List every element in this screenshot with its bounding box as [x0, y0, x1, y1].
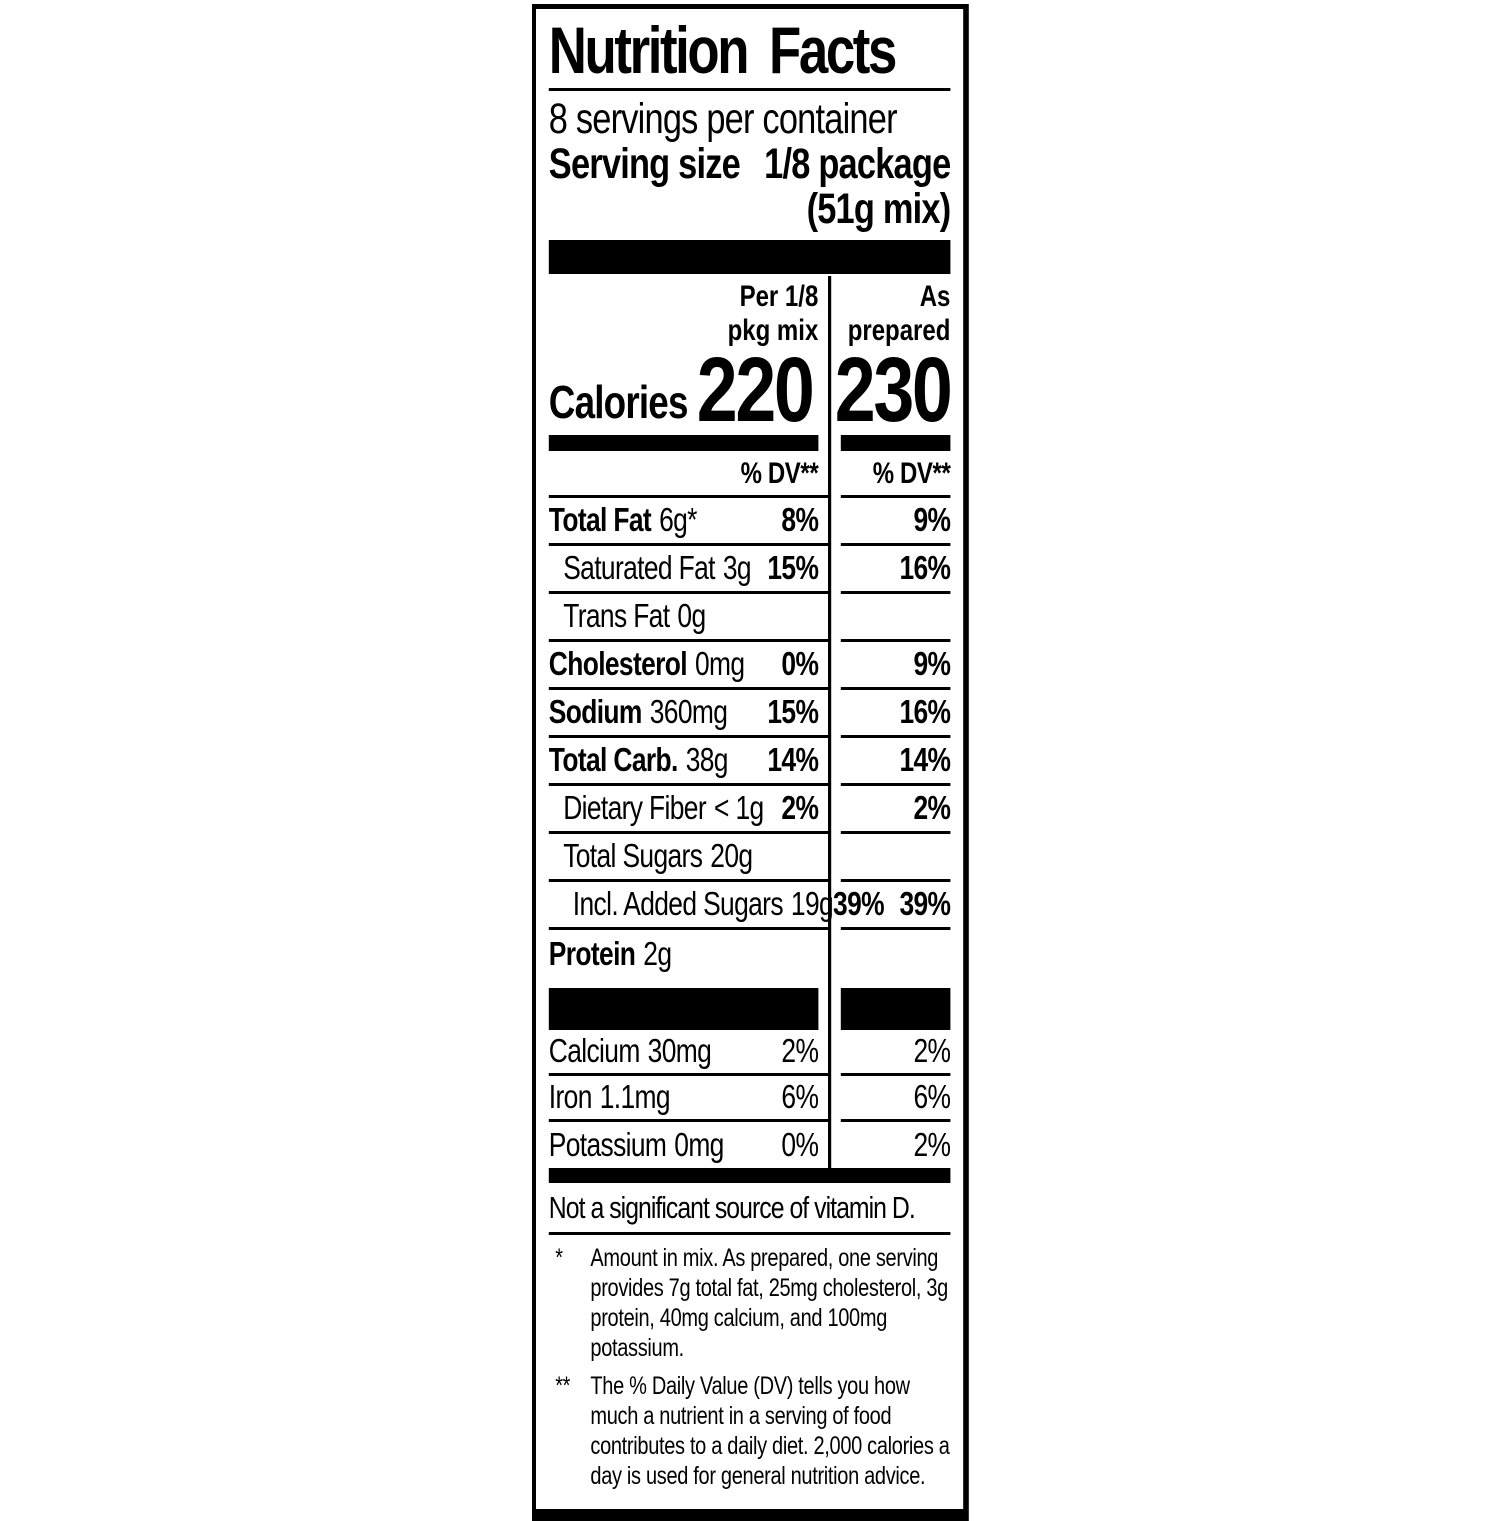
col1-header: Per 1/8 pkg mix	[727, 280, 819, 348]
serving-size-label: Serving size	[548, 140, 741, 189]
serving-size-value: 1/8 package	[764, 140, 951, 189]
vitamin-section-bar-row	[548, 987, 951, 1030]
footnote-daily-value: ** The % Daily Value (DV) tells you how …	[549, 1371, 951, 1491]
not-significant-note: Not a significant source of vitamin D.	[548, 1183, 951, 1235]
nutrient-row-trans-fat: Trans Fat 0g	[548, 594, 951, 642]
nutrient-row-dietary-fiber: Dietary Fiber < 1g 2% 2%	[548, 786, 951, 834]
footnote-text: The % Daily Value (DV) tells you how muc…	[590, 1371, 950, 1490]
calories-underline-row	[548, 433, 951, 451]
nutrient-row-added-sugars: Incl. Added Sugars 19g 39% 39%	[548, 882, 951, 930]
medium-bar-right	[840, 434, 951, 451]
servings-per-container: 8 servings per container	[548, 95, 898, 144]
serving-size-line: Serving size 1/8 package	[549, 142, 951, 187]
section-bar-top	[548, 240, 951, 275]
col2-header: As prepared	[847, 280, 951, 348]
vitamin-row-iron: Iron 1.1mg 6% 6%	[548, 1076, 951, 1122]
column-divider	[827, 276, 832, 1168]
calories-value-mix: 220	[696, 339, 815, 442]
dual-column-section: Per 1/8 pkg mix As prepared Calories 220…	[548, 276, 953, 1168]
nutrient-row-total-sugars: Total Sugars 20g	[548, 834, 951, 882]
serving-size-extra: (51g mix)	[806, 185, 952, 234]
nutrient-row-total-fat: Total Fat 6g* 8% 9%	[548, 498, 951, 546]
calories-label: Calories	[548, 375, 689, 428]
vitamin-bar-right	[840, 987, 951, 1030]
vitamin-bar-left	[548, 987, 819, 1030]
dv-header-row: % DV** % DV**	[548, 451, 951, 498]
title-rule	[548, 88, 951, 92]
vitamin-row-potassium: Potassium 0mg 0% 2%	[548, 1125, 951, 1163]
footnote-marker-single: *	[555, 1243, 563, 1272]
footnote-marker-double: **	[555, 1371, 571, 1400]
label-title: Nutrition Facts	[548, 13, 898, 87]
nutrient-row-cholesterol: Cholesterol 0mg 0% 9%	[548, 642, 951, 690]
footnote-text: Amount in mix. As prepared, one serving …	[590, 1243, 948, 1362]
dv-header-right: % DV**	[872, 456, 951, 490]
nutrient-row-sodium: Sodium 360mg 15% 16%	[548, 690, 951, 738]
nutrition-facts-label: Nutrition Facts 8 servings per container…	[532, 4, 969, 1521]
nutrient-row-protein: Protein 2g	[548, 934, 672, 972]
calories-row: Calories 220 230	[548, 339, 953, 442]
footnote-amount-in-mix: * Amount in mix. As prepared, one servin…	[549, 1243, 951, 1363]
dv-header-left: % DV**	[740, 456, 819, 490]
medium-bar-left	[548, 434, 819, 451]
section-bar-bottom	[548, 1167, 951, 1183]
nutrient-row-saturated-fat: Saturated Fat 3g 15% 16%	[548, 546, 951, 594]
calories-value-prepared: 230	[834, 339, 953, 442]
footnotes: * Amount in mix. As prepared, one servin…	[549, 1243, 951, 1491]
vitamin-row-calcium: Calcium 30mg 2% 2%	[548, 1030, 951, 1076]
column-header-row: Per 1/8 pkg mix As prepared	[549, 276, 951, 348]
nutrient-row-total-carb: Total Carb. 38g 14% 14%	[548, 738, 951, 786]
